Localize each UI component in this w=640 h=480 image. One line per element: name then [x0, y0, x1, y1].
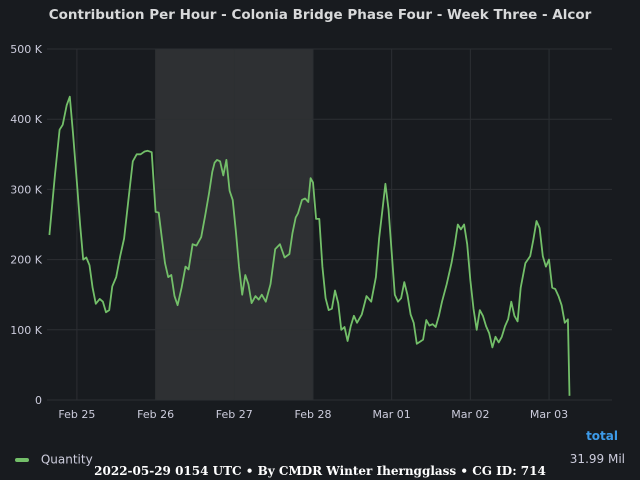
legend-total-header[interactable]: total	[586, 429, 618, 443]
x-tick-label: Feb 28	[294, 408, 331, 421]
x-tick-label: Feb 26	[137, 408, 174, 421]
x-tick-label: Mar 01	[373, 408, 411, 421]
y-tick-label: 0	[35, 394, 42, 407]
legend-series-name: Quantity	[40, 452, 93, 467]
legend-swatch	[15, 457, 29, 462]
x-tick-label: Mar 02	[451, 408, 489, 421]
footer-credit: 2022-05-29 0154 UTC • By CMDR Winter Ihe…	[94, 464, 546, 478]
x-tick-label: Mar 03	[530, 408, 568, 421]
x-tick-label: Feb 27	[216, 408, 253, 421]
legend-series-total: 31.99 Mil	[569, 452, 625, 466]
y-tick-label: 200 K	[10, 254, 42, 267]
y-tick-label: 400 K	[10, 113, 42, 126]
chart-title: Contribution Per Hour - Colonia Bridge P…	[48, 7, 592, 23]
x-tick-label: Feb 25	[58, 408, 95, 421]
legend-item-quantity[interactable]: Quantity 31.99 Mil	[15, 452, 625, 467]
y-tick-label: 300 K	[10, 183, 42, 196]
series-line-quantity	[48, 95, 571, 396]
y-tick-label: 100 K	[10, 324, 42, 337]
y-tick-label: 500 K	[10, 43, 42, 56]
